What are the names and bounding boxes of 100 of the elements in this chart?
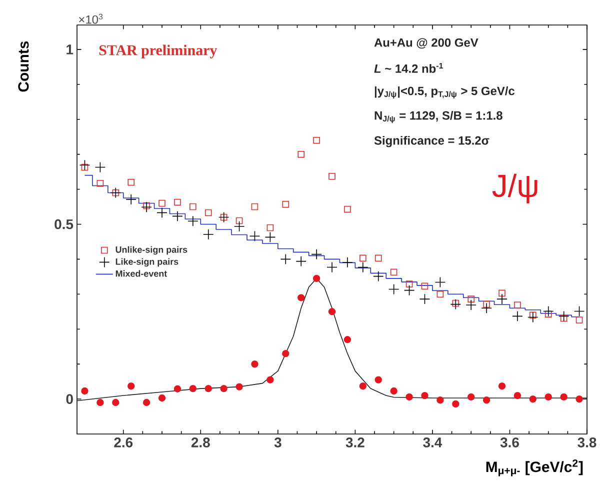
point	[436, 396, 444, 404]
point	[374, 254, 382, 262]
point	[264, 232, 276, 243]
point	[530, 312, 536, 319]
point	[251, 360, 258, 368]
point	[311, 248, 322, 260]
point	[482, 396, 490, 404]
point	[544, 310, 552, 318]
point	[188, 216, 198, 226]
point	[372, 270, 384, 282]
y-axis-title: Counts	[18, 41, 29, 92]
point	[512, 310, 523, 322]
point	[128, 382, 135, 390]
point	[126, 194, 136, 205]
x-tick-label: 3	[274, 437, 282, 448]
point	[421, 282, 428, 290]
point	[360, 254, 366, 262]
point	[406, 393, 413, 401]
point	[282, 350, 290, 358]
point	[79, 160, 90, 171]
point	[142, 398, 150, 406]
x-tick-label: 3.4	[423, 437, 442, 448]
point	[576, 316, 583, 324]
point	[280, 254, 292, 265]
annotation: Au+Au @ 200 GeV	[374, 38, 478, 49]
legend-label: Like-sign pairs	[116, 258, 178, 267]
point	[141, 202, 152, 212]
point	[576, 395, 583, 403]
point	[234, 220, 245, 232]
point	[529, 395, 537, 403]
point	[574, 306, 585, 317]
point	[156, 207, 168, 218]
point	[498, 382, 506, 390]
point	[359, 382, 367, 390]
point	[390, 268, 398, 276]
point	[406, 280, 413, 288]
point	[468, 393, 475, 401]
point	[404, 284, 415, 296]
annotation: Significance = 15.2σ	[374, 136, 490, 148]
point	[466, 300, 476, 310]
point	[204, 384, 212, 392]
text: ×10$^{3}$	[79, 14, 103, 24]
point	[450, 298, 462, 310]
legend-label: Unlike-sign pairs	[116, 246, 188, 255]
point	[312, 274, 320, 282]
point	[296, 256, 306, 267]
point	[313, 136, 320, 144]
point	[190, 203, 196, 210]
y-tick-label: 0.5	[54, 219, 74, 230]
point	[266, 376, 274, 384]
point	[558, 310, 570, 322]
point	[128, 178, 134, 186]
point	[483, 300, 490, 308]
point	[249, 230, 260, 242]
point	[96, 398, 104, 406]
point	[452, 300, 460, 307]
point	[174, 198, 181, 206]
point	[189, 384, 197, 392]
y-tick-label: 1	[66, 44, 74, 54]
point	[342, 256, 353, 268]
point	[236, 383, 243, 390]
point	[358, 262, 368, 273]
point	[560, 314, 568, 322]
point	[452, 400, 460, 408]
point	[96, 180, 104, 187]
point	[328, 308, 336, 316]
annotation: L ~ 14.2 nb$^{-1}$	[374, 62, 443, 73]
point	[481, 302, 492, 314]
point	[94, 162, 106, 173]
x-axis-title: M$_{μ+μ-}$ [GeV/c$^{2}$]	[486, 460, 583, 476]
point	[390, 387, 398, 395]
y-tick-label: 0	[66, 394, 73, 404]
point	[436, 290, 444, 298]
x-tick-label: 3.2	[346, 437, 364, 448]
point	[112, 398, 120, 406]
point	[468, 296, 474, 302]
x-tick-label: 3.8	[578, 437, 596, 448]
point	[204, 209, 212, 216]
point	[421, 392, 428, 400]
point	[298, 150, 304, 158]
point	[328, 172, 336, 180]
point	[514, 302, 521, 308]
point	[220, 384, 228, 392]
legend-label: Mixed-event	[116, 270, 167, 277]
point	[298, 294, 305, 302]
point	[498, 290, 506, 296]
point	[544, 393, 552, 401]
point	[542, 306, 554, 317]
point	[251, 203, 258, 210]
point	[236, 217, 243, 224]
point	[158, 200, 166, 207]
x-tick-label: 2.8	[191, 437, 210, 448]
point	[388, 284, 400, 295]
point	[202, 228, 214, 240]
point	[514, 392, 522, 400]
point	[326, 262, 338, 273]
annotation: J/ψ	[492, 174, 538, 204]
x-tick-label: 3.6	[500, 437, 519, 448]
point	[374, 376, 382, 384]
point	[344, 206, 351, 213]
